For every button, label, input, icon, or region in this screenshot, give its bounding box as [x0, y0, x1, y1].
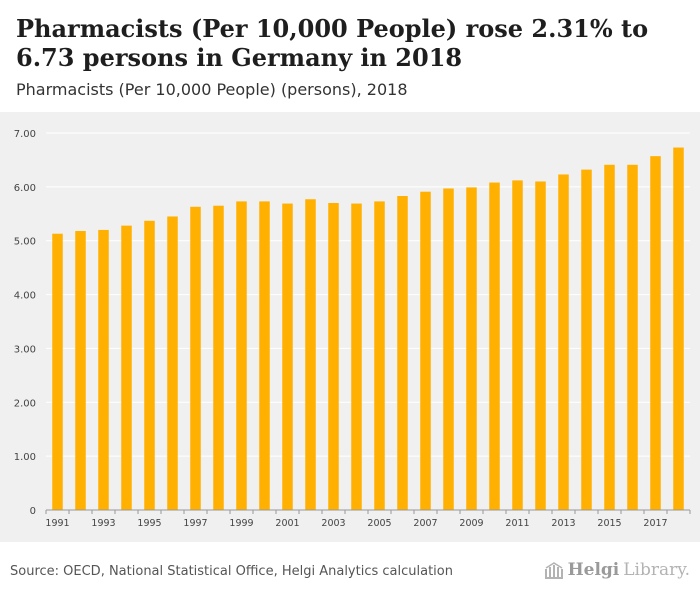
- bar-2009[interactable]: [466, 187, 477, 510]
- library-building-icon: [544, 562, 563, 579]
- x-tick-label: 2009: [459, 518, 483, 529]
- y-tick-label: 5.00: [14, 237, 36, 248]
- x-tick-label: 2005: [367, 518, 391, 529]
- bar-2017[interactable]: [650, 156, 661, 510]
- bar-2014[interactable]: [581, 169, 592, 510]
- x-tick-label: 2011: [505, 518, 529, 529]
- bar-1994[interactable]: [121, 225, 132, 510]
- helgi-library-logo[interactable]: Helgi Library.: [544, 560, 690, 580]
- y-tick-label: 3.00: [14, 344, 36, 355]
- bar-2001[interactable]: [282, 203, 293, 510]
- bar-1997[interactable]: [190, 206, 201, 510]
- x-tick-label: 1999: [229, 518, 253, 529]
- bar-1999[interactable]: [236, 201, 247, 511]
- bar-2011[interactable]: [512, 180, 523, 510]
- x-tick-label: 2007: [413, 518, 437, 529]
- y-tick-label: 0: [30, 506, 36, 517]
- bar-2013[interactable]: [558, 174, 569, 510]
- x-tick-label: 1993: [91, 518, 115, 529]
- y-tick-label: 4.00: [14, 291, 36, 302]
- bar-1993[interactable]: [98, 229, 109, 510]
- bar-2004[interactable]: [351, 203, 362, 510]
- bar-2008[interactable]: [443, 188, 454, 511]
- plot-area: 7.00 6.00 5.00 4.00 3.00 2.00 1.00 0 1991 1993 199…: [0, 112, 700, 542]
- x-tick-label: 1991: [45, 518, 69, 529]
- bar-1995[interactable]: [144, 220, 155, 510]
- x-tick-label: 2013: [551, 518, 575, 529]
- logo-text: Library.: [623, 560, 690, 580]
- bar-2010[interactable]: [489, 182, 500, 510]
- source-note: Source: OECD, National Statistical Offic…: [10, 564, 453, 579]
- x-tick-label: 2017: [643, 518, 667, 529]
- bar-1992[interactable]: [75, 231, 86, 510]
- bar-2016[interactable]: [627, 164, 638, 511]
- x-tick-label: 2015: [597, 518, 621, 529]
- bar-chart: 7.00 6.00 5.00 4.00 3.00 2.00 1.00 0 1991 1993 199…: [14, 129, 691, 529]
- y-tick-label: 2.00: [14, 398, 36, 409]
- bar-2003[interactable]: [328, 203, 339, 510]
- bar-1991[interactable]: [52, 233, 63, 510]
- x-tick-label: 2003: [321, 518, 345, 529]
- bar-2018[interactable]: [673, 147, 684, 510]
- y-tick-label: 7.00: [14, 129, 36, 140]
- bar-2005[interactable]: [374, 201, 385, 511]
- chart-title: Pharmacists (Per 10,000 People) rose 2.3…: [16, 14, 649, 72]
- bar-1998[interactable]: [213, 205, 224, 510]
- bar-2002[interactable]: [305, 199, 316, 510]
- y-tick-label: 6.00: [14, 183, 36, 194]
- y-tick-label: 1.00: [14, 452, 36, 463]
- x-tick-label: 1997: [183, 518, 207, 529]
- chart-subtitle: Pharmacists (Per 10,000 People) (persons…: [16, 80, 408, 99]
- bar-2006[interactable]: [397, 196, 408, 510]
- bar-2007[interactable]: [420, 191, 431, 510]
- bar-2015[interactable]: [604, 164, 615, 511]
- x-tick-label: 2001: [275, 518, 299, 529]
- bar-1996[interactable]: [167, 216, 178, 510]
- logo-text-bold: Helgi: [567, 560, 620, 580]
- bar-2000[interactable]: [259, 201, 270, 511]
- x-tick-label: 1995: [137, 518, 161, 529]
- footer: Source: OECD, National Statistical Offic…: [0, 542, 700, 596]
- bar-2012[interactable]: [535, 181, 546, 510]
